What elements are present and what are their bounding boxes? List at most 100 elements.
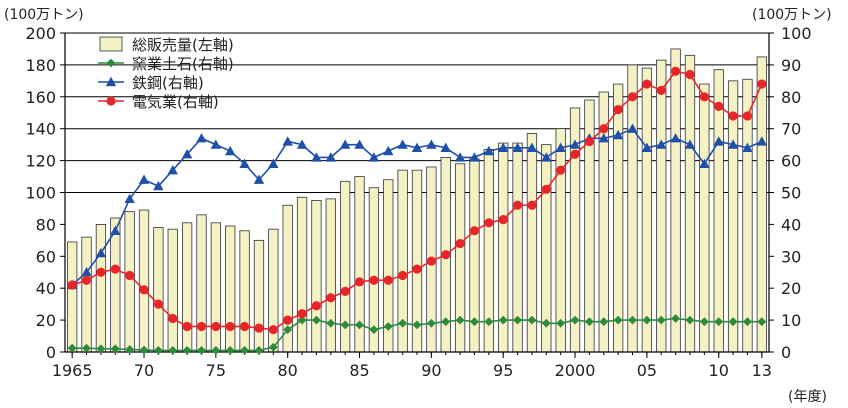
point-1-1983 <box>325 152 336 162</box>
x-tick-label: 80 <box>278 361 298 380</box>
point-1-1980 <box>282 136 293 146</box>
point-0-1970 <box>139 345 149 355</box>
x-tick-label: 75 <box>206 361 226 380</box>
left-tick-label: 40 <box>36 279 56 298</box>
point-2-2012 <box>742 111 753 121</box>
point-2-1981 <box>297 309 307 319</box>
point-0-1985 <box>355 320 364 330</box>
left-tick-label: 140 <box>25 120 56 139</box>
bar-1971 <box>153 227 164 353</box>
point-0-1973 <box>182 346 192 355</box>
point-0-1997 <box>527 315 537 325</box>
point-0-2002 <box>599 317 609 327</box>
point-0-2006 <box>656 315 666 325</box>
point-1-1996 <box>512 142 523 152</box>
point-1-1988 <box>397 139 408 149</box>
point-2-1983 <box>326 293 336 303</box>
point-0-1976 <box>225 346 235 355</box>
point-2-1980 <box>283 315 293 325</box>
point-2-1966 <box>81 275 92 285</box>
point-0-2005 <box>642 315 652 325</box>
point-1-1998 <box>541 152 552 162</box>
point-0-1974 <box>197 346 206 355</box>
point-1-1977 <box>239 158 250 168</box>
point-1-1974 <box>196 133 207 143</box>
bar-1976 <box>225 225 236 353</box>
point-1-1987 <box>383 145 394 156</box>
point-1-1978 <box>253 174 265 184</box>
bar-1967 <box>95 223 107 353</box>
point-1-1972 <box>167 164 178 175</box>
point-0-2003 <box>613 315 623 325</box>
point-2-1970 <box>139 285 149 295</box>
point-1-1968 <box>110 225 121 235</box>
point-1-1991 <box>440 142 451 152</box>
bar-2003 <box>613 83 624 353</box>
bar-1978 <box>253 239 265 353</box>
bar-1982 <box>311 200 322 353</box>
left-tick-label: 200 <box>25 24 56 43</box>
bar-2008 <box>684 54 696 353</box>
point-2-1984 <box>340 286 350 296</box>
right-tick-label: 90 <box>781 56 801 75</box>
point-0-2008 <box>685 315 695 325</box>
point-1-1992 <box>454 152 466 162</box>
bar-1968 <box>110 217 121 353</box>
bar-1974 <box>196 214 207 353</box>
point-2-1993 <box>469 226 480 236</box>
point-0-2004 <box>628 315 637 325</box>
x-tick-label: 13 <box>752 361 772 380</box>
point-2-1972 <box>168 313 178 324</box>
point-0-2011 <box>728 317 738 327</box>
axes: 0204060801001201401601802000102030405060… <box>25 24 811 380</box>
bar-2009 <box>699 83 710 353</box>
legend: 総販売量(左軸)窯業土石(右軸)鉄鋼(右軸)電気業(右軸) <box>98 36 234 111</box>
bar-1977 <box>239 230 250 353</box>
legend-label: 鉄鋼(右軸) <box>132 74 204 92</box>
right-tick-label: 70 <box>781 120 801 139</box>
point-1-2002 <box>598 133 609 143</box>
x-axis-unit: (年度) <box>788 389 827 405</box>
point-2-1990 <box>426 256 436 266</box>
point-1-2006 <box>656 139 667 149</box>
point-0-1978 <box>254 346 264 355</box>
x-tick-label: 95 <box>493 361 513 380</box>
point-1-2005 <box>641 142 653 152</box>
point-2-2002 <box>599 124 609 134</box>
point-1-1997 <box>526 142 538 152</box>
point-0-1995 <box>498 315 508 325</box>
point-0-2000 <box>570 315 580 325</box>
point-2-2009 <box>699 92 709 102</box>
point-2-1982 <box>311 301 322 311</box>
point-1-2008 <box>684 139 696 149</box>
right-tick-label: 100 <box>781 24 812 43</box>
left-tick-label: 0 <box>46 343 56 362</box>
bar-1999 <box>555 128 566 353</box>
bar-2004 <box>627 64 638 353</box>
point-1-2013 <box>756 136 768 146</box>
point-1-1969 <box>124 193 135 204</box>
point-1-1985 <box>354 139 365 149</box>
point-1-1989 <box>411 142 423 152</box>
point-0-1966 <box>82 343 91 353</box>
point-1-1990 <box>426 139 437 149</box>
point-2-2010 <box>714 101 724 111</box>
point-2-2011 <box>728 111 738 121</box>
point-0-1969 <box>125 345 135 354</box>
point-2-1977 <box>239 321 250 332</box>
point-1-1995 <box>498 142 509 152</box>
point-0-1992 <box>455 315 465 325</box>
point-1-1986 <box>368 152 380 162</box>
point-0-2009 <box>699 317 709 327</box>
point-2-2013 <box>757 79 767 89</box>
point-2-2000 <box>570 149 580 159</box>
point-0-1991 <box>441 317 451 327</box>
legend-label: 電気業(右軸) <box>132 93 219 111</box>
point-1-2012 <box>742 142 753 152</box>
left-tick-label: 160 <box>25 88 56 107</box>
x-tick-label: 85 <box>349 361 369 380</box>
point-1-2004 <box>627 123 638 133</box>
point-2-2003 <box>613 104 623 115</box>
point-0-1981 <box>297 315 307 325</box>
